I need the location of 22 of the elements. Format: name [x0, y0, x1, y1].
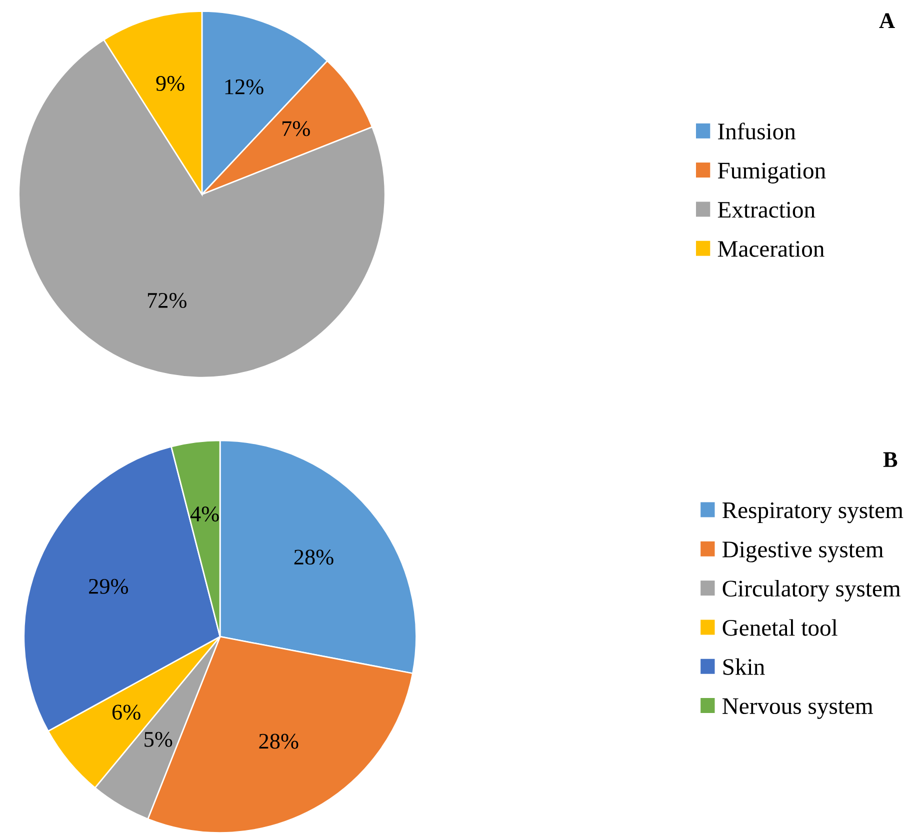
- text: A: [879, 13, 895, 28]
- data-label: 4%: [190, 506, 219, 522]
- legend-label: Infusion: [718, 122, 796, 140]
- legend-label: Nervous system: [722, 698, 873, 719]
- data-label: 12%: [225, 79, 264, 94]
- legend-label: Genetal tool: [722, 619, 838, 636]
- data-label: 72%: [148, 292, 186, 308]
- data-label: 28%: [294, 550, 334, 565]
- legend-label: Extraction: [718, 202, 816, 218]
- data-label: 9%: [156, 76, 184, 91]
- legend-label: Digestive system: [722, 542, 884, 562]
- data-label: 5%: [144, 732, 172, 747]
- data-label: 7%: [282, 121, 310, 136]
- legend-label: Skin: [723, 658, 765, 675]
- data-label: 28%: [259, 734, 298, 749]
- legend-label: Maceration: [718, 241, 824, 257]
- chart-title: B: [883, 452, 898, 467]
- legend-label: Circulatory system: [722, 580, 900, 602]
- data-label: 6%: [112, 704, 140, 720]
- legend-label: Fumigation: [718, 162, 826, 184]
- data-label: 29%: [89, 578, 128, 594]
- legend-label: Respiratory system: [722, 502, 904, 524]
